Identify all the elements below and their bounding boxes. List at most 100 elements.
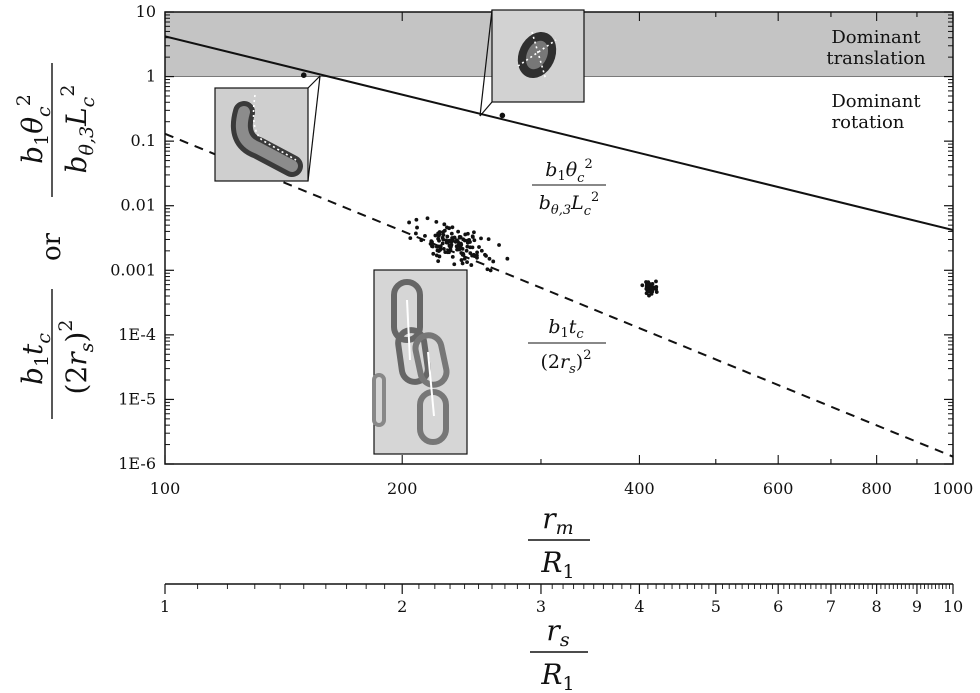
x-tick-label: 100	[150, 479, 181, 498]
region-label-translation-2: translation	[826, 48, 926, 69]
scatter-point	[458, 235, 463, 240]
scatter-point	[468, 240, 472, 244]
scatter-point	[408, 236, 413, 241]
scatter-point	[441, 233, 446, 237]
svg-text:R1: R1	[540, 546, 574, 583]
y-axis-connector: or	[37, 232, 67, 261]
scatter-point	[483, 252, 487, 257]
marked-point	[300, 72, 307, 79]
scatter-point	[431, 251, 436, 256]
svg-text:rm: rm	[542, 502, 573, 539]
scatter-point	[436, 236, 441, 241]
scatter-point	[459, 258, 464, 262]
scatter-point	[441, 246, 446, 251]
y-tick-label: 0.01	[120, 196, 156, 215]
scatter-point	[464, 248, 469, 253]
scatter-point	[654, 279, 658, 284]
scatter-point	[646, 283, 651, 288]
scatter-point	[425, 216, 430, 221]
region-label-rotation-1: Dominant	[831, 91, 921, 112]
scatter-point	[436, 259, 441, 264]
solid-line-label: b1θc2 bθ,3Lc2	[532, 157, 606, 219]
scatter-point	[449, 231, 454, 236]
scatter-point	[445, 234, 450, 239]
scatter-point	[450, 254, 455, 259]
scatter-point	[477, 245, 481, 249]
scatter-point	[456, 229, 461, 234]
scatter-point	[649, 286, 654, 291]
svg-text:(2rs)2: (2rs)2	[541, 348, 592, 377]
secondary-x-axis-label: rs R1	[530, 614, 588, 693]
dashed-series-line	[165, 132, 953, 458]
x-tick-label: 1000	[933, 479, 974, 498]
inset-compact-cell	[479, 9, 585, 117]
x2-tick-label: 5	[711, 597, 721, 616]
x-tick-label: 400	[624, 479, 655, 498]
scatter-point	[472, 230, 476, 235]
y-tick-label: 1E-4	[118, 325, 156, 344]
svg-text:b1θc2: b1θc2	[545, 157, 592, 186]
y-tick-label: 1E-6	[118, 454, 156, 473]
svg-text:bθ,3Lc2: bθ,3Lc2	[539, 190, 600, 219]
x-tick-label: 600	[763, 479, 794, 498]
marked-point	[499, 112, 506, 119]
scatter-point	[452, 235, 457, 240]
x2-tick-label: 8	[872, 597, 882, 616]
scatter-point	[479, 248, 484, 253]
scatter-point	[462, 256, 467, 261]
scatter-point	[488, 268, 493, 273]
scatter-point	[414, 217, 419, 222]
y-tick-label: 0.1	[131, 131, 156, 150]
svg-text:(2rs)2: (2rs)2	[55, 320, 98, 395]
axis-ticks: 1E-6 1E-5 1E-4 0.001 0.01 0.1 1 10 100 200 400 600 8…	[110, 2, 973, 498]
x2-tick-label: 7	[826, 597, 836, 616]
scatter-point	[644, 287, 649, 291]
svg-text:b1θc2: b1θc2	[13, 94, 55, 164]
x2-tick-label: 10	[943, 597, 963, 616]
scatter-point	[450, 225, 455, 230]
scatter-point	[415, 225, 419, 230]
scatter-point	[453, 239, 458, 244]
x-tick-label: 800	[861, 479, 892, 498]
scatter-point	[447, 238, 452, 243]
region-label-rotation-2: rotation	[832, 112, 905, 133]
scatter-point	[442, 222, 447, 227]
scatter-point	[491, 259, 496, 264]
scatter-point	[452, 262, 457, 267]
dashed-line-label: b1tc (2rs)2	[528, 316, 606, 377]
y-tick-label: 10	[136, 2, 156, 21]
scatter-layer	[407, 216, 659, 298]
inset-rods	[372, 269, 468, 455]
svg-text:b1tc: b1tc	[548, 316, 584, 342]
scatter-point	[436, 231, 441, 236]
scatter-point	[445, 225, 449, 230]
scatter-point	[407, 220, 411, 225]
solid-series-line	[165, 35, 953, 232]
scatter-point	[646, 289, 651, 294]
x2-tick-label: 3	[536, 597, 546, 616]
scatter-point	[437, 254, 442, 259]
x2-tick-label: 4	[634, 597, 644, 616]
scatter-point	[486, 237, 491, 242]
scatter-point	[472, 238, 477, 243]
x2-tick-label: 6	[773, 597, 783, 616]
svg-text:bθ,3Lc2: bθ,3Lc2	[57, 85, 99, 174]
scatter-point	[465, 231, 470, 236]
scatter-point	[440, 241, 445, 246]
y-axis-label: b1θc2 bθ,3Lc2 or b1tc (2rs)2	[13, 63, 99, 419]
scatter-point	[472, 254, 477, 258]
scatter-point	[413, 231, 418, 236]
x-tick-label: 200	[387, 479, 418, 498]
scatter-point	[448, 247, 453, 252]
scatter-point	[459, 242, 464, 247]
x2-tick-label: 2	[397, 597, 407, 616]
scatter-point	[497, 243, 501, 247]
svg-text:R1: R1	[540, 658, 574, 693]
secondary-x-ticks: 1 2 3 4 5 6 7 8 9 10	[160, 584, 963, 616]
scatter-point	[475, 250, 479, 255]
y-tick-label: 1	[146, 67, 156, 86]
scatter-point	[442, 228, 447, 233]
x-axis-label: rm R1	[528, 502, 590, 583]
scatter-point	[419, 238, 424, 243]
